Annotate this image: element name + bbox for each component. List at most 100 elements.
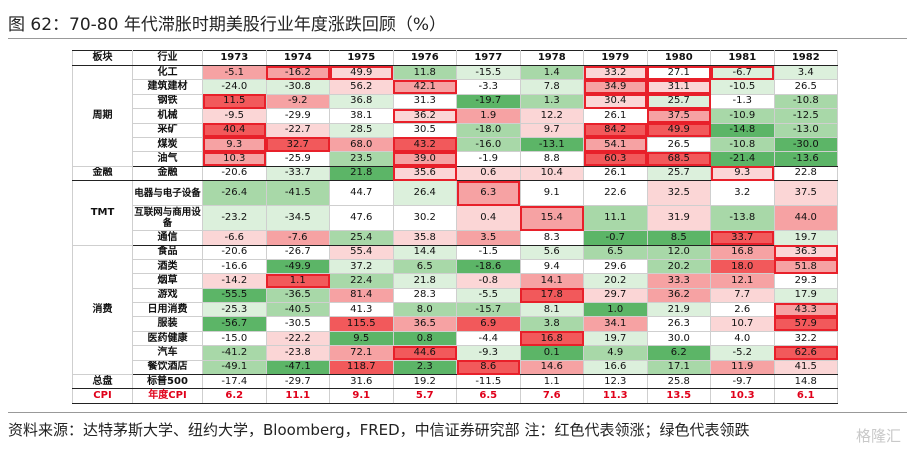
table-row: 总盘 标普500 -17.4 -29.7 31.6 19.2 -11.5 1.1 12.3 25.…: [72, 374, 838, 390]
value-cell: 51.8: [773, 258, 838, 275]
value-cell: 9.7: [519, 122, 584, 138]
value-cell: 14.8: [773, 374, 838, 390]
industry-cell: 建筑建材: [132, 79, 203, 95]
value-cell: -15.7: [456, 302, 521, 318]
value-cell: -10.9: [710, 108, 775, 124]
figure-title: 图 62：70-80 年代滞胀时期美股行业年度涨跌回顾（%）: [8, 15, 446, 35]
header-year-1981: 1981: [710, 50, 775, 66]
value-cell: 8.0: [392, 302, 457, 318]
value-cell: -10.8: [710, 136, 775, 153]
value-cell: 9.3: [202, 136, 267, 153]
industry-cell: 金融: [132, 165, 203, 182]
header-year-1980: 1980: [646, 50, 711, 66]
table-row: 烟草 -14.2 1.1 22.4 21.8 -0.8 14.1 20.2 33.3 12.1 29…: [73, 273, 838, 289]
value-cell: 36.2: [392, 108, 457, 124]
value-cell: 39.0: [392, 151, 457, 167]
value-cell: -14.2: [202, 273, 267, 289]
value-cell: -22.7: [265, 122, 330, 138]
industry-cell: 电器与电子设备: [132, 180, 203, 207]
value-cell: -18.0: [456, 122, 521, 138]
industry-cell: 机械: [132, 108, 203, 124]
value-cell: 10.3: [202, 151, 267, 167]
value-cell: 14.6: [519, 359, 584, 376]
value-cell: 16.8: [710, 244, 775, 260]
value-cell: 7.6: [519, 388, 584, 404]
value-cell: 0.6: [456, 165, 521, 182]
value-cell: -21.4: [710, 151, 775, 167]
value-cell: -11.5: [456, 374, 521, 390]
value-cell: 6.2: [646, 345, 711, 361]
value-cell: 8.8: [519, 151, 584, 167]
sector-cell: 总盘: [72, 374, 133, 390]
sector-cell: 消费: [72, 244, 133, 376]
value-cell: 23.5: [329, 151, 394, 167]
value-cell: -41.2: [202, 345, 267, 361]
value-cell: 6.2: [202, 388, 267, 404]
value-cell: -49.1: [202, 359, 267, 376]
value-cell: 11.8: [392, 64, 457, 81]
value-cell: 5.7: [392, 388, 457, 404]
value-cell: 1.1: [265, 273, 330, 289]
value-cell: -0.8: [456, 273, 521, 289]
value-cell: 26.5: [646, 136, 711, 153]
value-cell: 0.4: [456, 205, 521, 232]
table-row: 油气 10.3 -25.9 23.5 39.0 -1.9 8.8 60.3 68.5 -21.4-…: [73, 151, 838, 167]
header-year-1976: 1976: [392, 50, 457, 66]
value-cell: 115.5: [329, 316, 394, 332]
value-cell: 2.6: [710, 302, 775, 318]
value-cell: 25.7: [646, 165, 711, 182]
value-cell: 6.1: [773, 388, 838, 404]
value-cell: 42.1: [392, 79, 457, 95]
value-cell: -56.7: [202, 316, 267, 332]
industry-cell: 服装: [132, 316, 203, 332]
value-cell: 1.1: [519, 374, 584, 390]
industry-cell: 油气: [132, 151, 203, 167]
value-cell: -26.7: [265, 244, 330, 260]
industry-cell: 标普500: [132, 374, 203, 390]
value-cell: 68.5: [646, 151, 711, 167]
value-cell: 6.5: [392, 258, 457, 275]
value-cell: 11.1: [583, 205, 648, 232]
value-cell: 29.6: [583, 258, 648, 275]
value-cell: 68.0: [329, 136, 394, 153]
table-row: TMT 电器与电子设备 -26.4 -41.5 44.7 26.4 6.3 9.1 22.6 32…: [72, 180, 838, 246]
value-cell: 49.9: [646, 122, 711, 138]
industry-cell: 年度CPI: [132, 388, 203, 404]
value-cell: -9.7: [710, 374, 775, 390]
value-cell: 40.4: [202, 122, 267, 138]
value-cell: 81.4: [329, 287, 394, 304]
value-cell: 21.8: [329, 165, 394, 182]
value-cell: 3.4: [773, 64, 838, 81]
value-cell: 49.9: [329, 64, 394, 81]
value-cell: 6.9: [456, 316, 521, 332]
value-cell: -12.5: [773, 108, 838, 124]
value-cell: 33.3: [646, 273, 711, 289]
value-cell: 37.5: [773, 180, 838, 207]
value-cell: 9.1: [519, 180, 584, 207]
value-cell: 32.5: [646, 180, 711, 207]
table-row: 服装 -56.7 -30.5 115.5 36.5 6.9 3.8 34.1 26.3 10.7 5…: [73, 316, 838, 332]
value-cell: -9.3: [456, 345, 521, 361]
value-cell: 1.3: [519, 93, 584, 110]
industry-cell: 化工: [132, 64, 203, 81]
value-cell: -3.3: [456, 79, 521, 95]
value-cell: -10.5: [710, 79, 775, 95]
header-year-1978: 1978: [519, 50, 584, 66]
value-cell: -36.5: [265, 287, 330, 304]
value-cell: -41.5: [265, 180, 330, 207]
value-cell: 20.2: [583, 273, 648, 289]
value-cell: -13.0: [773, 122, 838, 138]
value-cell: -1.9: [456, 151, 521, 167]
value-cell: 33.2: [583, 64, 648, 81]
value-cell: 30.0: [646, 330, 711, 347]
value-cell: 11.3: [583, 388, 648, 404]
value-cell: 8.1: [519, 302, 584, 318]
value-cell: -14.8: [710, 122, 775, 138]
value-cell: 17.9: [773, 287, 838, 304]
value-cell: -4.4: [456, 330, 521, 347]
value-cell: 3.2: [710, 180, 775, 207]
value-cell: 18.0: [710, 258, 775, 275]
value-cell: 26.1: [583, 165, 648, 182]
footer-divider: [8, 412, 907, 413]
header-sector: 板块: [72, 50, 133, 66]
